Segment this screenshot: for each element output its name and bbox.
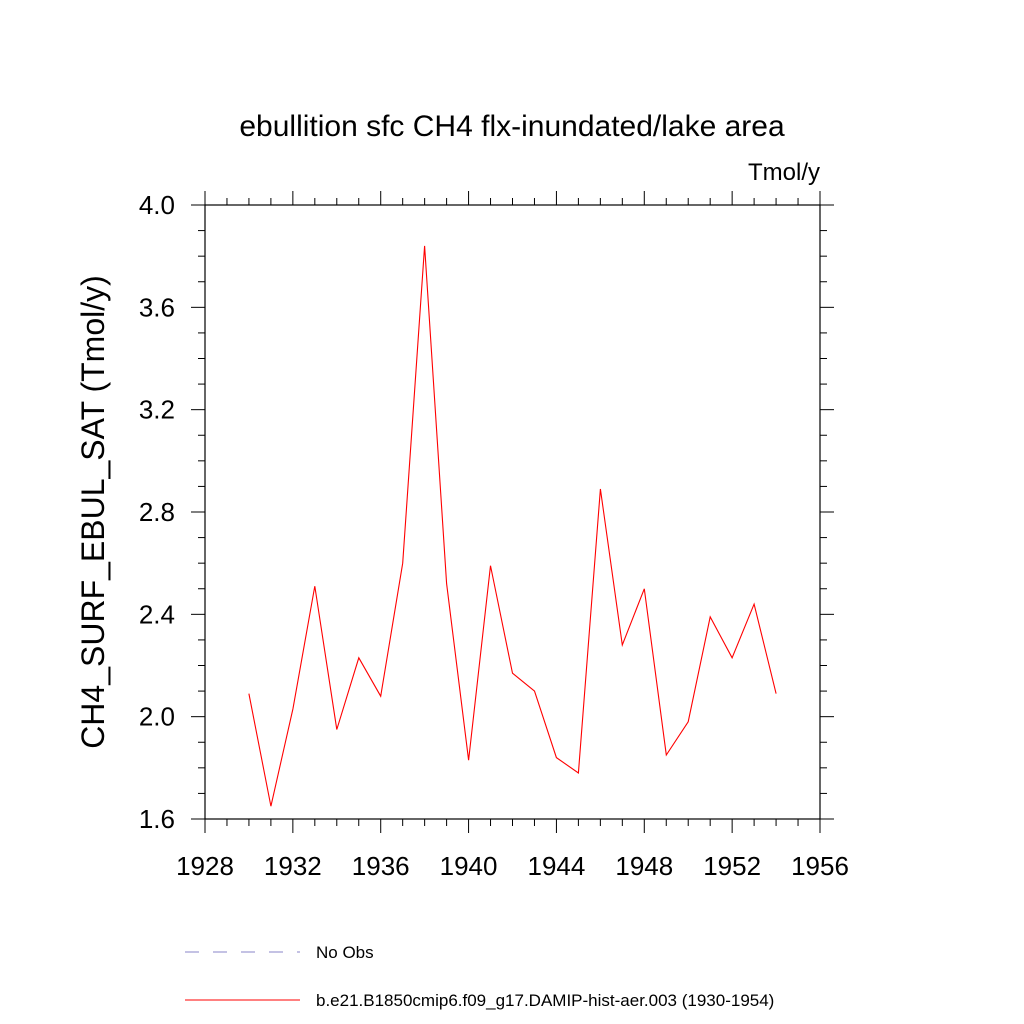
legend-label: b.e21.B1850cmip6.f09_g17.DAMIP-hist-aer.… (316, 991, 774, 1010)
x-tick-label: 1952 (703, 851, 761, 881)
series-line (248, 245, 777, 807)
series-group (248, 245, 777, 807)
x-tick-label: 1940 (440, 851, 498, 881)
y-tick-label: 2.8 (139, 497, 175, 527)
x-tick-label: 1928 (176, 851, 234, 881)
y-tick-label: 1.6 (139, 804, 175, 834)
y-axis-label: CH4_SURF_EBUL_SAT (Tmol/y) (75, 275, 111, 749)
x-axis-ticks: 1928 1932 1936 1940 1944 1948 1952 1956 (176, 191, 849, 881)
x-tick-label: 1936 (352, 851, 410, 881)
y-tick-label: 3.6 (139, 292, 175, 322)
plot-frame (204, 204, 821, 820)
chart-title: ebullition sfc CH4 flx-inundated/lake ar… (239, 110, 785, 143)
x-tick-label: 1948 (615, 851, 673, 881)
legend-label: No Obs (316, 943, 374, 962)
y-tick-label: 3.2 (139, 395, 175, 425)
legend: No Obs b.e21.B1850cmip6.f09_g17.DAMIP-his… (185, 943, 774, 1010)
y-tick-label: 2.0 (139, 702, 175, 732)
y-tick-label: 4.0 (139, 190, 175, 220)
x-tick-label: 1956 (791, 851, 849, 881)
y-tick-label: 2.4 (139, 599, 175, 629)
y-axis-ticks: 1.6 2.0 2.4 2.8 3.2 3.6 4.0 (139, 190, 834, 834)
units-label: Tmol/y (748, 159, 820, 186)
x-tick-label: 1944 (528, 851, 586, 881)
x-tick-label: 1932 (264, 851, 322, 881)
